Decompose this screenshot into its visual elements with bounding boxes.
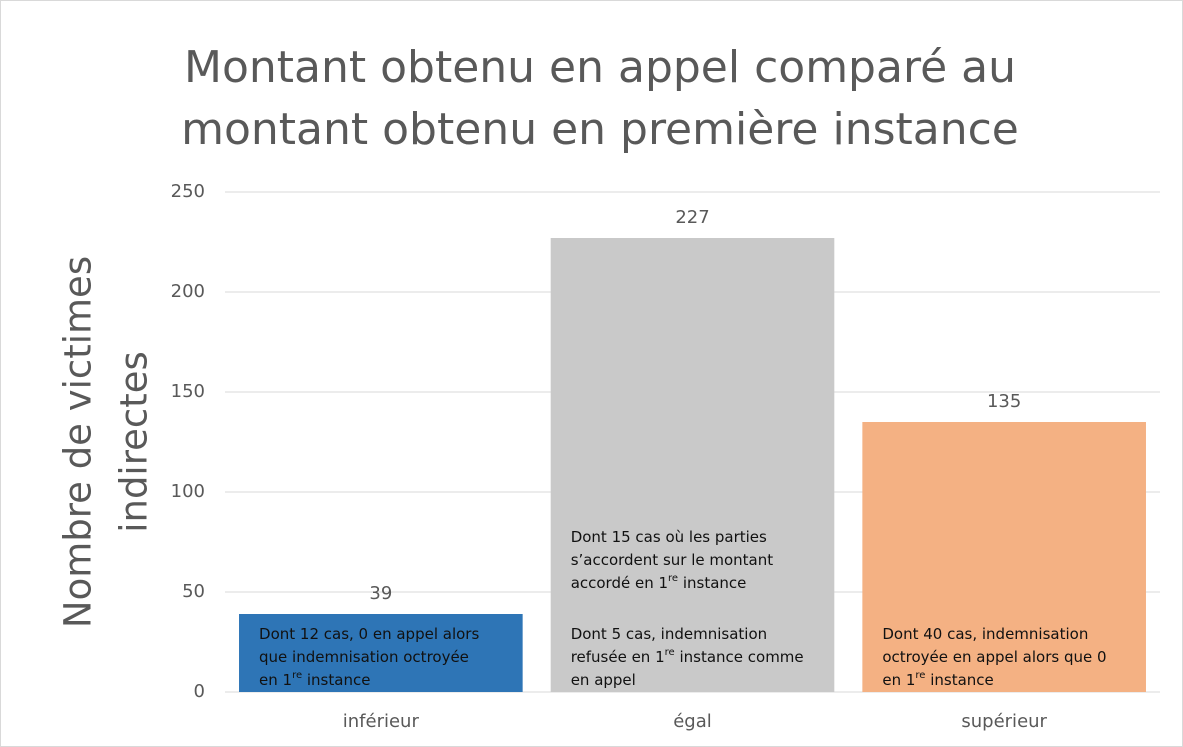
y-tick-label: 50 [182,581,205,602]
bar-note-part: en appel [571,671,636,689]
value-label: 135 [987,391,1021,412]
bar-note: en appel [571,671,636,689]
y-axis-title: Nombre de victimes [57,256,100,628]
bar-note: Dont 40 cas, indemnisation [882,625,1088,643]
y-tick-label: 200 [171,281,205,302]
chart-title: montant obtenu en première instance [181,104,1019,155]
y-tick-label: 100 [171,481,205,502]
bar-note-part: Dont 12 cas, 0 en appel alors [259,625,479,643]
bar-note-part: instance comme [675,648,804,666]
bar-note: accordé en 1re instance [571,573,747,592]
bar-note: Dont 15 cas où les parties [571,528,767,546]
bar-note-part: Dont 40 cas, indemnisation [882,625,1088,643]
bar-note-part: octroyée en appel alors que 0 [882,648,1106,666]
x-tick-label: inférieur [343,711,420,732]
y-tick-label: 150 [171,381,205,402]
bar-note-part: instance [925,671,993,689]
y-axis-title: indirectes [113,351,156,533]
x-tick-label: supérieur [961,711,1047,732]
bar-note: Dont 5 cas, indemnisation [571,625,767,643]
bar-note-part: en 1 [259,671,292,689]
bar-note-part: re [292,670,302,681]
bar-note: refusée en 1re instance comme [571,647,804,666]
x-tick-label: égal [673,711,712,732]
bar-note-part: refusée en 1 [571,648,665,666]
bar-note-part: instance [678,574,746,592]
bar [862,422,1146,692]
bar-note-part: s’accordent sur le montant [571,551,774,569]
bar-note: octroyée en appel alors que 0 [882,648,1106,666]
bar [239,614,523,692]
bar-note-part: que indemnisation octroyée [259,648,469,666]
bar-note-part: en 1 [882,671,915,689]
y-tick-label: 250 [171,181,205,202]
bar-note: en 1re instance [259,670,370,689]
bar-note: que indemnisation octroyée [259,648,469,666]
value-label: 39 [369,583,392,604]
bar-note-part: accordé en 1 [571,574,668,592]
bar-note-part: re [668,573,678,584]
bar [550,238,835,692]
bar-note-part: re [665,647,675,658]
bar-note: Dont 12 cas, 0 en appel alors [259,625,479,643]
y-tick-label: 0 [194,681,205,702]
bar-note: en 1re instance [882,670,993,689]
value-label: 227 [675,207,709,228]
chart-title: Montant obtenu en appel comparé au [184,42,1016,93]
bar-note-part: Dont 5 cas, indemnisation [571,625,767,643]
bar-note-part: Dont 15 cas où les parties [571,528,767,546]
bar-note-part: instance [302,671,370,689]
bar-note: s’accordent sur le montant [571,551,774,569]
bar-note-part: re [915,670,925,681]
